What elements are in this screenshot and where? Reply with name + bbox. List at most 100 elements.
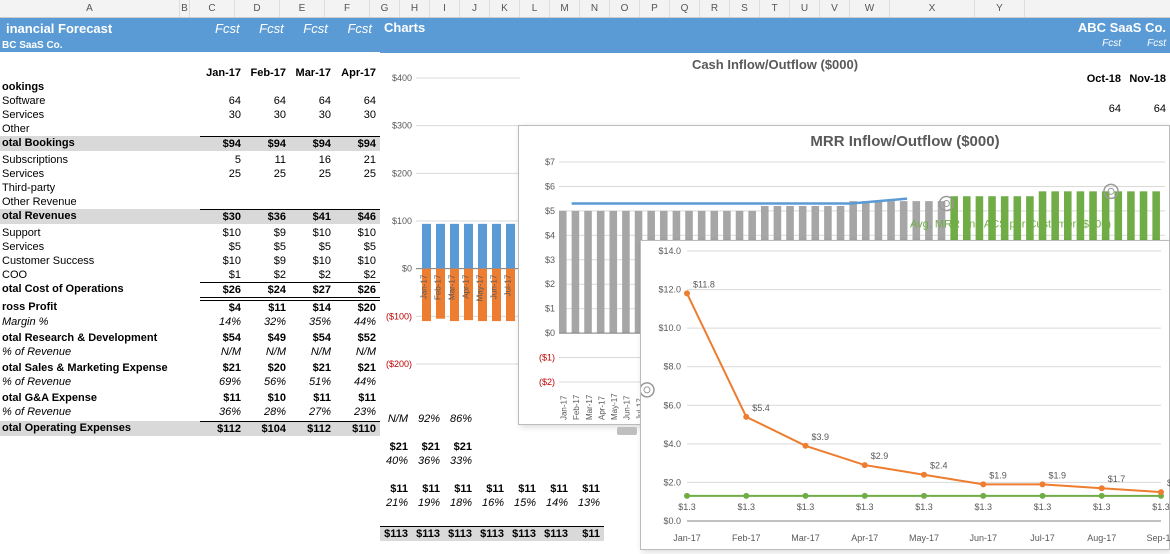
cell-val[interactable] [290,181,335,195]
column-header[interactable]: K [490,0,520,17]
column-header[interactable]: B [180,0,190,17]
cell-val[interactable] [245,181,290,195]
cell-val[interactable]: $11 [572,527,604,541]
cell-val[interactable]: 51% [290,375,335,389]
cell-val[interactable]: $113 [444,527,476,541]
cell-val[interactable]: $94 [200,136,245,151]
column-header[interactable]: J [460,0,490,17]
column-header[interactable]: D [235,0,280,17]
cell-val[interactable]: $11 [245,300,290,315]
cell-val[interactable]: $46 [335,209,380,224]
cell-val[interactable]: $21 [380,440,412,454]
cell-val[interactable]: $26 [200,282,245,298]
cell-val[interactable]: 30 [200,108,245,122]
cell-val[interactable]: $104 [245,421,290,436]
cell-val[interactable]: 18% [444,496,476,510]
cell-val[interactable]: 15% [508,496,540,510]
cell-val[interactable]: $20 [245,361,290,375]
column-header[interactable]: M [550,0,580,17]
cell-val[interactable]: $27 [290,282,335,298]
cell-val[interactable]: 25 [335,167,380,181]
cell-val[interactable]: $54 [200,331,245,345]
cell-val[interactable]: 64 [335,94,380,108]
cell-val[interactable]: $20 [335,300,380,315]
column-header[interactable]: Y [975,0,1025,17]
cell-val[interactable]: 86% [444,412,476,426]
cell-val[interactable] [290,195,335,209]
column-header[interactable]: O [610,0,640,17]
column-header[interactable]: F [325,0,370,17]
cell-val[interactable]: 33% [444,454,476,468]
cell-val[interactable]: 16% [476,496,508,510]
column-header[interactable]: E [280,0,325,17]
cell-val[interactable]: 28% [245,405,290,419]
cell-val[interactable]: 64 [245,94,290,108]
cell-val[interactable]: $9 [245,226,290,240]
cell-val[interactable]: $1 [200,268,245,282]
cell-val[interactable]: $10 [200,254,245,268]
cell-val[interactable]: $14 [290,300,335,315]
cell-val[interactable]: $11 [540,482,572,496]
column-header[interactable]: W [850,0,890,17]
cell-val[interactable]: 14% [200,315,245,329]
cell-val[interactable]: 69% [200,375,245,389]
cell-val[interactable]: N/M [245,345,290,359]
cell-val[interactable]: 21% [380,496,412,510]
column-header[interactable]: U [790,0,820,17]
column-header[interactable]: P [640,0,670,17]
cell-val[interactable]: N/M [200,345,245,359]
cell-val[interactable]: $5 [200,240,245,254]
cell-val[interactable]: $113 [540,527,572,541]
cell-val[interactable]: $94 [290,136,335,151]
cell-val[interactable]: $10 [200,226,245,240]
column-header[interactable]: C [190,0,235,17]
cell-val[interactable]: 44% [335,375,380,389]
cell-val[interactable]: $5 [335,240,380,254]
cell-val[interactable]: $10 [335,226,380,240]
cell-val[interactable]: 16 [290,153,335,167]
cell-val[interactable]: $52 [335,331,380,345]
cell-val[interactable] [200,122,245,136]
cell-val[interactable]: $113 [412,527,444,541]
cell-val[interactable]: 21 [335,153,380,167]
cell-val[interactable]: $9 [245,254,290,268]
cell-val[interactable]: 11 [245,153,290,167]
cell-val[interactable]: 56% [245,375,290,389]
cell-val[interactable]: $24 [245,282,290,298]
cell-val[interactable]: $49 [245,331,290,345]
column-header[interactable]: I [430,0,460,17]
cell-val[interactable] [200,181,245,195]
cell-val[interactable] [335,122,380,136]
cell-val[interactable]: $11 [412,482,444,496]
column-header[interactable]: T [760,0,790,17]
cell-val[interactable]: $110 [335,421,380,436]
cell-val[interactable]: $5 [290,240,335,254]
cell-val[interactable]: 36% [200,405,245,419]
cell-val[interactable]: $21 [444,440,476,454]
column-header[interactable]: Q [670,0,700,17]
cell-val[interactable]: $112 [290,421,335,436]
cell-val[interactable]: $10 [335,254,380,268]
cell-val[interactable]: 27% [290,405,335,419]
cell-val[interactable]: $11 [200,391,245,405]
column-header[interactable]: V [820,0,850,17]
cell-val[interactable]: 25 [245,167,290,181]
column-header[interactable]: G [370,0,400,17]
cell-val[interactable]: $21 [200,361,245,375]
cell-val[interactable]: $2 [290,268,335,282]
cell-val[interactable]: $10 [290,226,335,240]
cell-val[interactable]: 19% [412,496,444,510]
cell-val[interactable]: $41 [290,209,335,224]
cell-val[interactable]: $26 [335,282,380,298]
resize-handle-icon[interactable] [617,427,637,435]
cell-val[interactable]: $11 [444,482,476,496]
cell-val[interactable]: $21 [335,361,380,375]
cell-val[interactable]: 44% [335,315,380,329]
cell-val[interactable]: $94 [335,136,380,151]
column-header[interactable]: S [730,0,760,17]
cell-val[interactable] [245,195,290,209]
cell-val[interactable]: 14% [540,496,572,510]
cell-val[interactable]: $4 [200,300,245,315]
cell-val[interactable]: $21 [412,440,444,454]
column-header[interactable]: H [400,0,430,17]
